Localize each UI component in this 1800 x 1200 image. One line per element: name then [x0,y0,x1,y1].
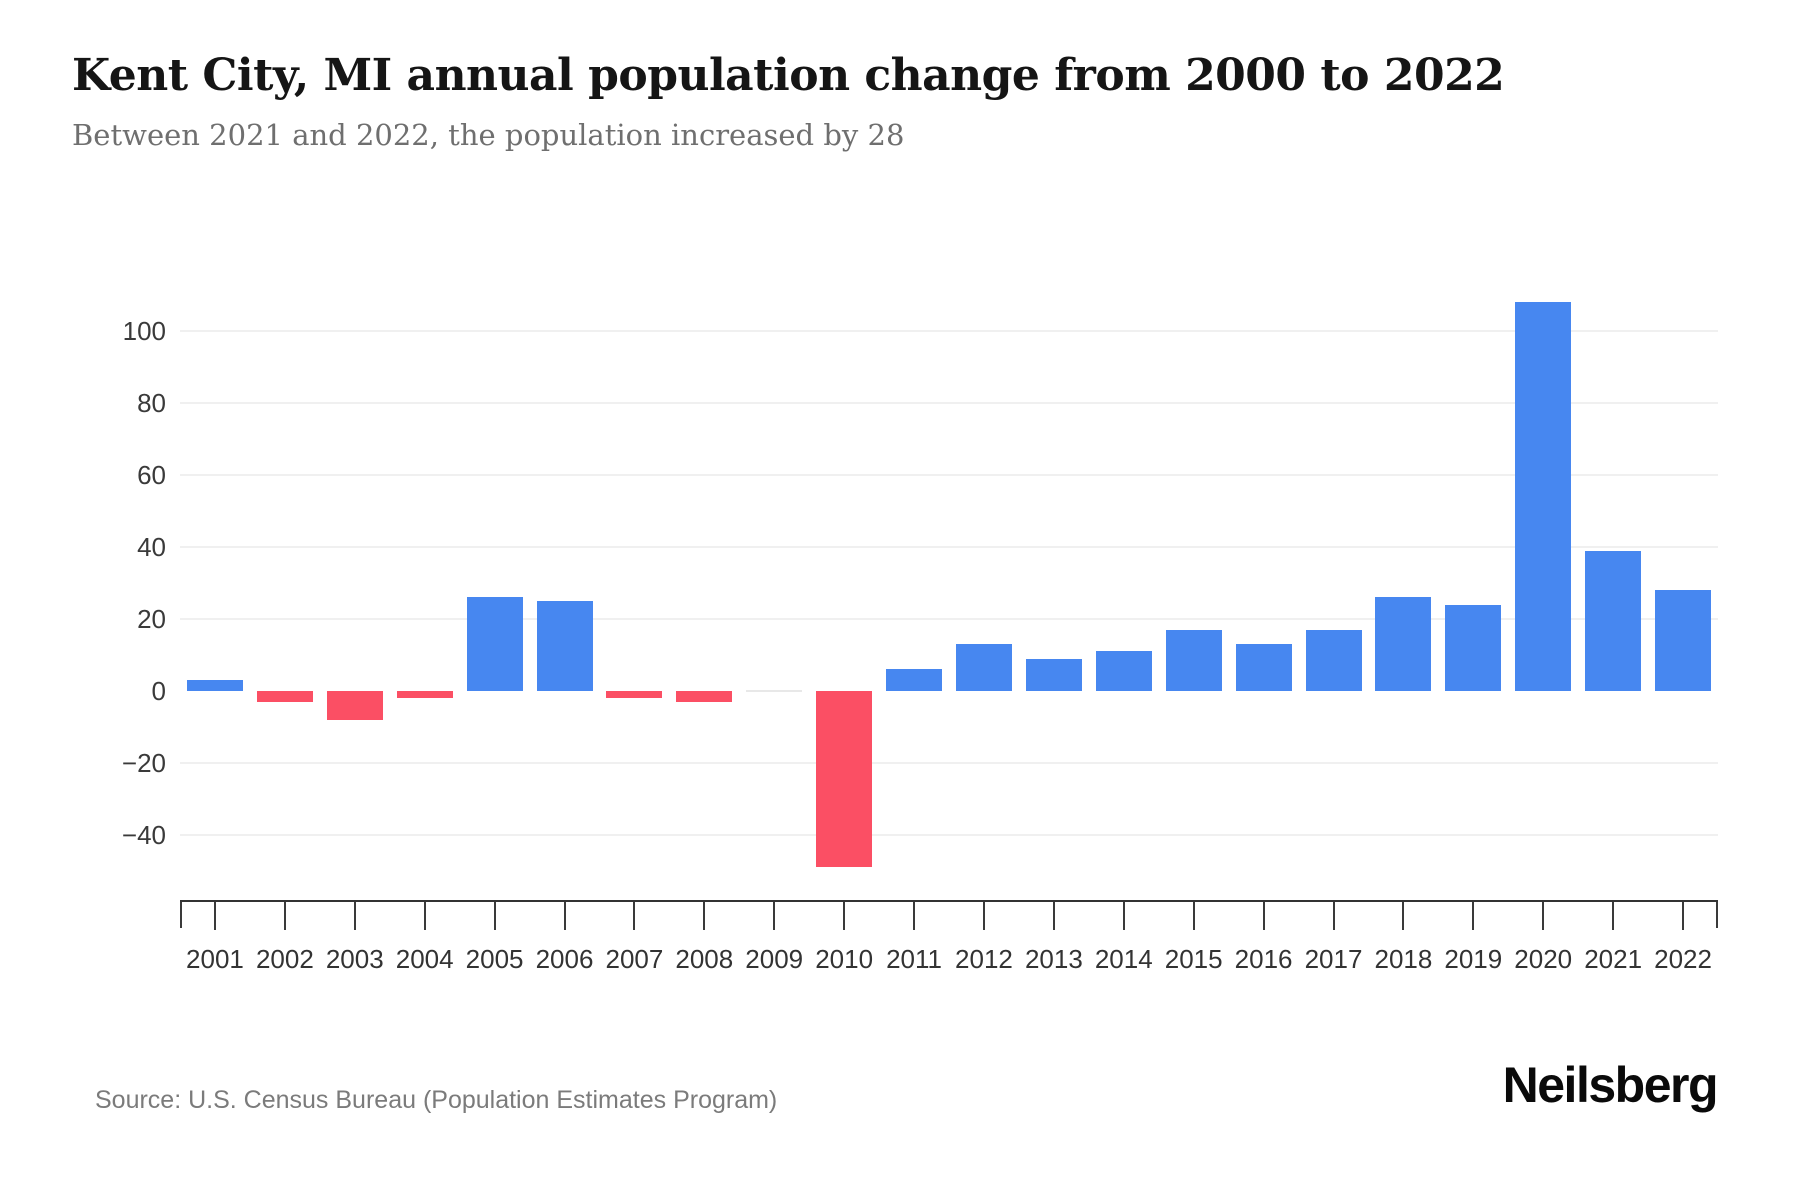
x-axis-label: 2019 [1444,944,1503,974]
x-axis-tick [1612,902,1615,930]
plot-area [180,280,1718,900]
x-axis-tick [703,902,706,930]
gridline [180,330,1718,332]
x-axis-tick [1682,902,1685,930]
x-axis-tick [633,902,636,930]
bar-2019[interactable] [1445,604,1502,691]
gridline [180,546,1718,548]
x-axis-tick [1402,902,1405,930]
gridline [180,618,1718,620]
x-axis-label: 2017 [1304,944,1363,974]
x-axis-tick [773,902,776,930]
x-axis-tick [1472,902,1475,930]
chart-subtitle: Between 2021 and 2022, the population in… [72,118,905,152]
y-axis-label: 80 [137,388,166,418]
y-axis-label: 60 [137,460,166,490]
x-axis-tick [1542,902,1545,930]
x-axis-tick [1262,902,1265,930]
x-axis-label: 2004 [395,944,454,974]
source-note: Source: U.S. Census Bureau (Population E… [95,1086,778,1114]
x-axis-tick [1192,902,1195,930]
x-axis-tick [563,902,566,930]
y-axis-label: 0 [151,676,166,706]
x-axis-label: 2007 [605,944,664,974]
x-axis-label: 2008 [675,944,734,974]
bar-2010[interactable] [816,691,873,868]
x-axis-label: 2002 [255,944,314,974]
x-axis-tick [423,902,426,930]
gridline [180,834,1718,836]
x-axis-edge-tick [1716,902,1718,928]
bar-2016[interactable] [1235,644,1292,691]
x-axis-tick [493,902,496,930]
bar-2003[interactable] [326,691,383,720]
bar-2017[interactable] [1305,629,1362,691]
bar-2001[interactable] [186,680,243,691]
gridline [180,762,1718,764]
y-axis-label: −40 [121,820,166,850]
bar-2011[interactable] [886,669,943,691]
x-axis-tick [1052,902,1055,930]
bar-2007[interactable] [606,691,663,699]
x-axis-tick [843,902,846,930]
x-axis-label: 2022 [1654,944,1712,974]
x-axis-label: 2009 [745,944,804,974]
x-axis-label: 2003 [325,944,384,974]
y-axis-label: 100 [122,316,166,346]
bar-2020[interactable] [1515,302,1572,691]
y-axis-label: −20 [121,748,166,778]
x-axis-tick [283,902,286,930]
gridline [180,474,1718,476]
x-axis-tick [1122,902,1125,930]
chart-title: Kent City, MI annual population change f… [72,50,1505,101]
y-axis-labels: 100 80 60 40 20 0 −20 −40 [0,280,166,900]
y-axis-label: 20 [137,604,166,634]
bar-2015[interactable] [1165,629,1222,691]
x-axis-label: 2011 [886,944,942,974]
x-axis-label: 2006 [535,944,594,974]
bar-2013[interactable] [1025,658,1082,691]
bar-2012[interactable] [955,644,1012,691]
x-axis-tick [1332,902,1335,930]
x-axis-label: 2012 [955,944,1013,974]
x-axis-label: 2001 [186,944,244,974]
x-axis-edge-tick [180,902,182,928]
x-axis-label: 2013 [1024,944,1083,974]
bar-2022[interactable] [1655,590,1712,691]
x-axis-tick [982,902,985,930]
gridline [180,402,1718,404]
brand-logo: Neilsberg [1502,1057,1719,1113]
y-axis-label: 40 [137,532,166,562]
x-axis-tick [353,902,356,930]
x-axis-label: 2014 [1094,944,1153,974]
bar-2008[interactable] [676,691,733,702]
bar-2014[interactable] [1095,651,1152,691]
bar-2018[interactable] [1375,597,1432,691]
x-axis-label: 2016 [1234,944,1293,974]
x-axis-label: 2021 [1584,944,1643,974]
bar-2005[interactable] [466,597,523,691]
x-axis-label: 2010 [815,944,874,974]
bar-2009[interactable] [746,690,803,692]
bar-2006[interactable] [536,601,593,691]
x-axis-label: 2018 [1374,944,1433,974]
bar-2021[interactable] [1585,550,1642,691]
x-axis-label: 2005 [465,944,524,974]
x-axis-label: 2015 [1164,944,1223,974]
x-axis-label: 2020 [1514,944,1573,974]
x-axis: 2001 2002 2003 2004 2005 2006 2007 2008 2009 2010… [180,900,1718,1002]
bar-2002[interactable] [256,691,313,702]
x-axis-tick [213,902,216,930]
bar-2004[interactable] [396,691,453,699]
x-axis-tick [913,902,916,930]
